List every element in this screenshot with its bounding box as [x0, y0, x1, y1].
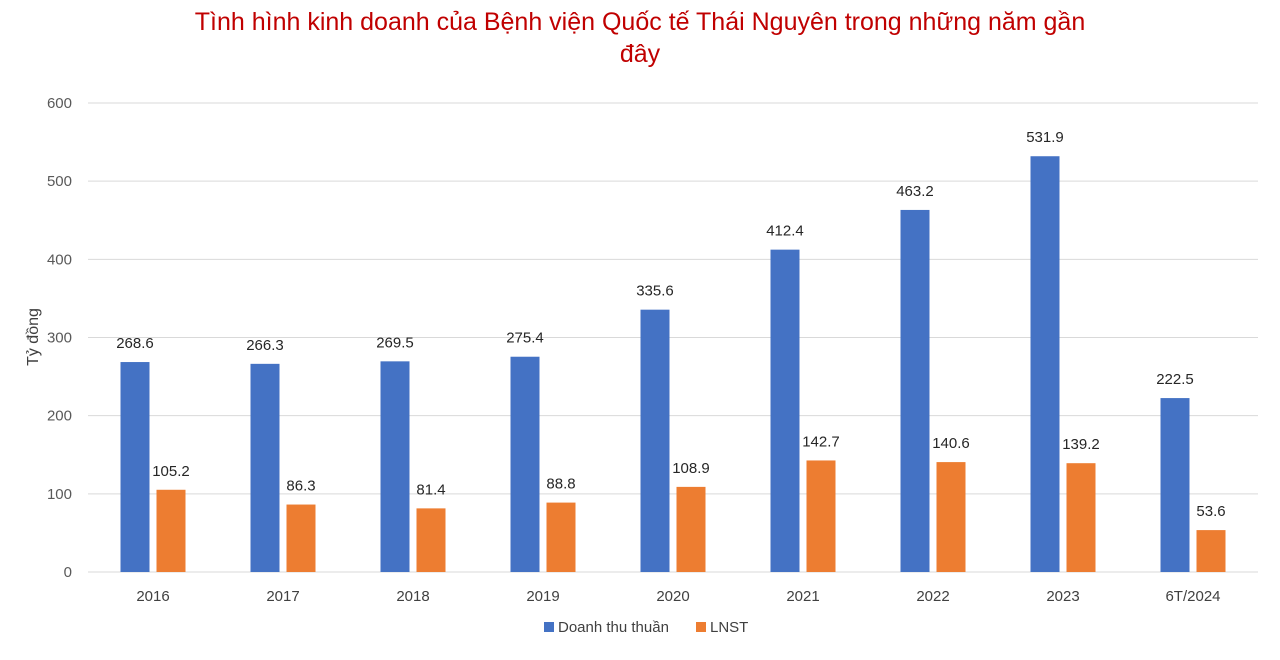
x-tick-label: 2017: [266, 588, 299, 605]
bar-profit: [1196, 530, 1226, 572]
legend-swatch: [696, 622, 706, 632]
bar-revenue: [900, 209, 930, 572]
bar-revenue: [120, 362, 150, 572]
data-label: 268.6: [116, 335, 154, 352]
bar-profit: [416, 508, 446, 572]
bar-profit: [806, 460, 836, 572]
bar-revenue: [1030, 156, 1060, 572]
legend-label: Doanh thu thuần: [558, 619, 669, 636]
data-label: 88.8: [546, 476, 575, 493]
bar-profit: [676, 486, 706, 572]
x-tick-label: 2016: [136, 588, 169, 605]
bar-revenue: [1160, 398, 1190, 572]
data-label: 266.3: [246, 337, 284, 354]
data-label: 142.7: [802, 433, 840, 450]
gridlines: [88, 102, 1258, 573]
y-tick-label: 300: [47, 330, 72, 347]
x-tick-label: 2019: [526, 588, 559, 605]
bar-revenue: [250, 363, 280, 572]
y-axis-ticks: 0 100 200 300 400 500 600: [47, 95, 72, 581]
x-axis-ticks: 2016 2017 2018 2019 2020 2021 2022 2023 6T/2024: [136, 588, 1220, 605]
chart-title: Tình hình kinh doanh của Bệnh viện Quốc …: [0, 6, 1280, 70]
bar-revenue: [770, 249, 800, 572]
bar-profit: [936, 462, 966, 572]
data-label: 269.5: [376, 334, 414, 351]
x-tick-label: 2018: [396, 588, 429, 605]
bar-revenue: [380, 361, 410, 572]
data-label: 275.4: [506, 330, 544, 347]
bar-revenue: [640, 309, 670, 572]
data-label: 81.4: [416, 481, 445, 498]
data-label: 105.2: [152, 463, 190, 480]
data-label: 108.9: [672, 460, 710, 477]
x-tick-label: 2023: [1046, 588, 1079, 605]
y-tick-label: 400: [47, 251, 72, 268]
legend-label: LNST: [710, 619, 748, 636]
data-label: 335.6: [636, 283, 674, 300]
y-tick-label: 0: [64, 564, 72, 581]
data-label: 86.3: [286, 478, 315, 495]
x-tick-label: 2020: [656, 588, 689, 605]
x-tick-label: 2021: [786, 588, 819, 605]
data-label: 53.6: [1196, 503, 1225, 520]
data-label: 412.4: [766, 223, 804, 240]
bar-revenue: [510, 356, 540, 572]
legend-swatch: [544, 622, 554, 632]
bar-profit: [546, 502, 576, 572]
data-label: 463.2: [896, 183, 934, 200]
chart-title-line-2: đây: [619, 40, 661, 68]
y-tick-label: 200: [47, 408, 72, 425]
legend: Doanh thu thuần LNST: [544, 619, 748, 636]
data-label: 139.2: [1062, 436, 1100, 453]
bar-profit: [286, 504, 316, 572]
bar-profit: [156, 489, 186, 572]
x-tick-label: 6T/2024: [1165, 588, 1220, 605]
y-tick-label: 100: [47, 486, 72, 503]
chart-title-line-1: Tình hình kinh doanh của Bệnh viện Quốc …: [194, 8, 1086, 36]
data-label: 531.9: [1026, 129, 1064, 146]
data-label: 222.5: [1156, 371, 1194, 388]
y-axis-label: Tỷ đồng: [25, 308, 42, 366]
y-tick-label: 600: [47, 95, 72, 112]
bars: [120, 156, 1226, 572]
data-labels: 268.6 105.2 266.3 86.3 269.5 81.4 275.4 88.8 335…: [116, 129, 1225, 520]
data-label: 140.6: [932, 435, 970, 452]
y-tick-label: 500: [47, 173, 72, 190]
bar-profit: [1066, 463, 1096, 572]
x-tick-label: 2022: [916, 588, 949, 605]
